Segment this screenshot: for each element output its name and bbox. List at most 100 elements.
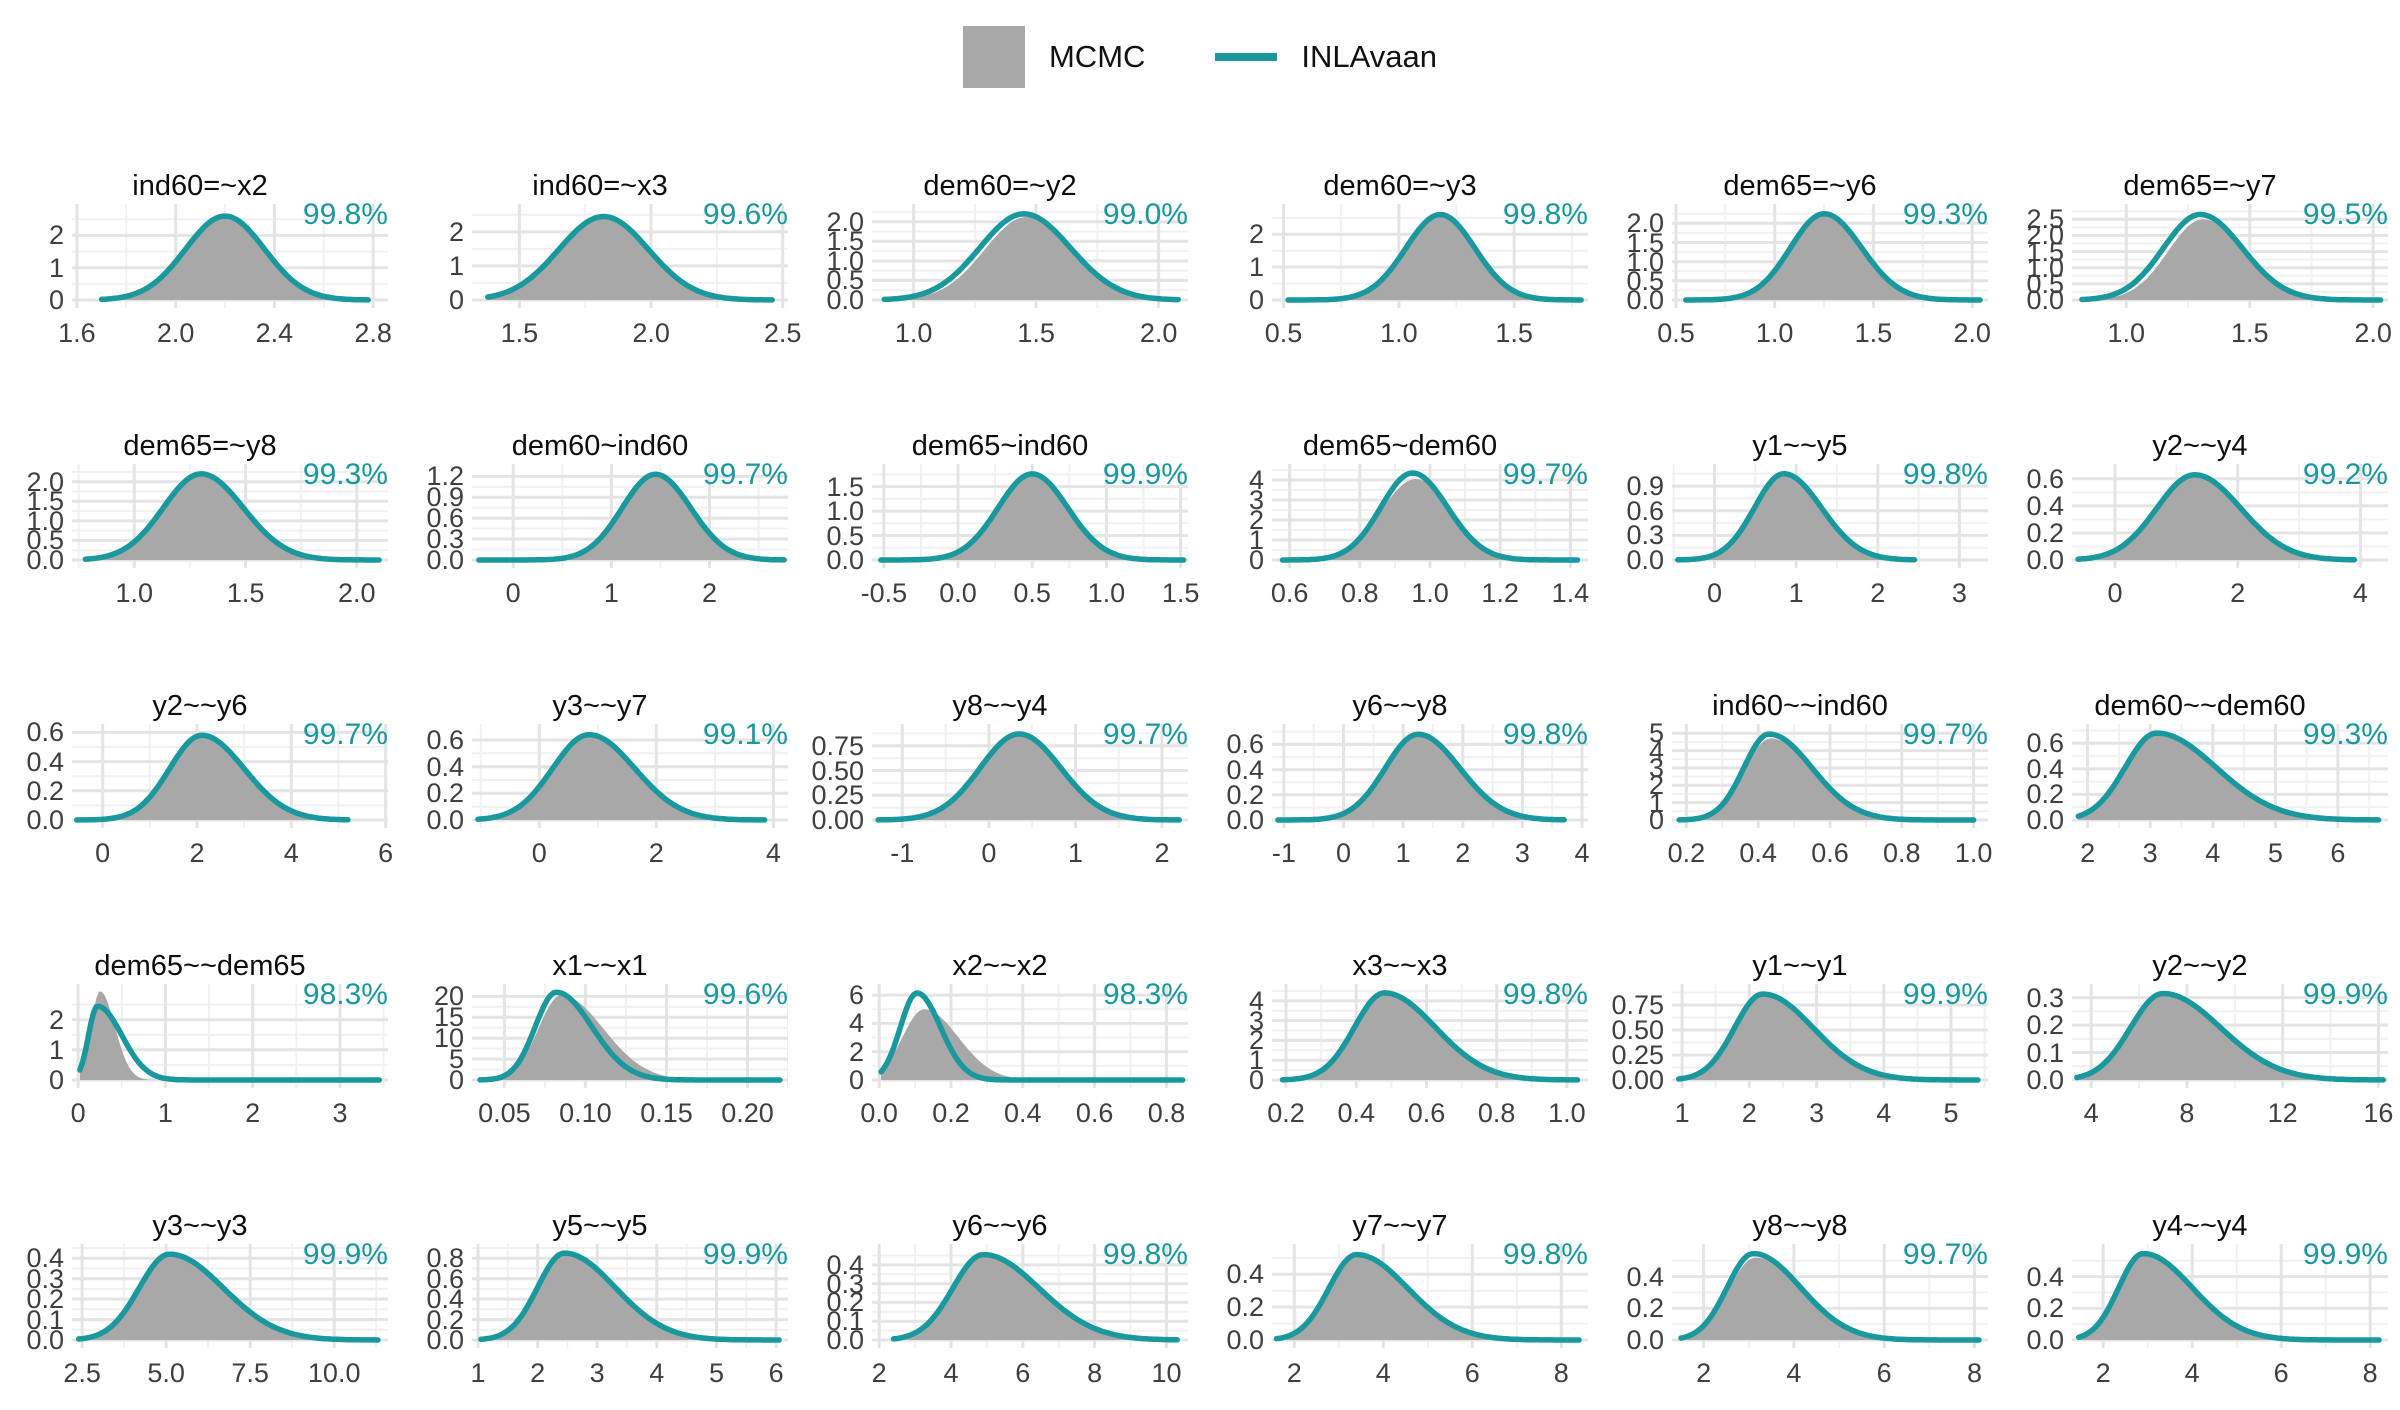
x-tick-label: 1.0 xyxy=(2107,318,2146,348)
inlavaan-density-line xyxy=(475,731,768,823)
overlap-percentage: 99.7% xyxy=(1902,1238,1988,1271)
y-tick-label: 0 xyxy=(48,285,64,315)
y-tick-label: 1.0 xyxy=(26,505,64,536)
x-tick-label: 0.5 xyxy=(1264,318,1303,348)
y-tick-label: 0.9 xyxy=(1626,471,1664,502)
inlavaan-density-line xyxy=(1683,211,1983,303)
y-axis-labels: 0.00 0.25 0.50 0.75 xyxy=(1600,984,1672,1094)
x-tick-label: 0.15 xyxy=(640,1098,693,1128)
y-tick-label: 0.6 xyxy=(1226,729,1264,760)
y-tick-label: 1 xyxy=(1648,787,1664,818)
y-tick-label: 0.2 xyxy=(26,775,64,806)
x-tick-label: 0.8 xyxy=(1341,578,1379,608)
y-tick-label: 0.4 xyxy=(1226,1259,1264,1290)
x-tick-label: 8 xyxy=(1087,1358,1103,1388)
y-tick-label: 10 xyxy=(433,1023,464,1054)
y-tick-label: 6 xyxy=(848,980,864,1011)
y-tick-label: 0.6 xyxy=(426,503,464,534)
panel-plot-row: 0.00 0.25 0.50 0.75 99.7% xyxy=(800,718,1200,834)
mcmc-density-area xyxy=(2078,1253,2380,1340)
density-panel: x2~~x2 0 2 4 6 98.3% 0.0 0.2 0.4 0.6 0.8 xyxy=(800,890,1200,1150)
x-tick-label: 1.2 xyxy=(1481,578,1519,608)
panel-plot-row: 0.0 0.2 0.4 0.6 99.3% xyxy=(2000,718,2400,834)
density-plot xyxy=(72,464,388,568)
legend: MCMC INLAvaan xyxy=(0,0,2400,90)
y-tick-label: 0.2 xyxy=(826,1287,864,1318)
y-tick-label: 0.2 xyxy=(2026,1293,2064,1324)
y-axis-labels: 0.0 0.5 1.0 1.5 2.0 xyxy=(0,464,72,573)
x-tick-label: 0 xyxy=(981,838,997,868)
inlavaan-density-line xyxy=(477,989,783,1083)
x-tick-label: 0.2 xyxy=(932,1098,970,1128)
plot-area: 98.3% xyxy=(72,978,388,1088)
mcmc-density-area xyxy=(480,1253,780,1340)
panel-title: y5~~y5 xyxy=(552,1210,648,1242)
y-tick-label: 1 xyxy=(48,252,64,283)
plot-area: 98.3% xyxy=(872,978,1188,1088)
y-tick-label: 0.6 xyxy=(426,725,464,755)
x-tick-label: 6 xyxy=(378,838,394,868)
density-panel: dem65=~y7 0.0 0.5 1.0 1.5 2.0 2.5 99.5% 1.0 1.5 2.… xyxy=(2000,110,2400,370)
panel-title: dem60=~y3 xyxy=(1323,170,1477,202)
panel-plot-row: 0 1 2 98.3% xyxy=(0,978,400,1094)
x-axis-labels: -1 0 1 2 3 4 xyxy=(1200,838,1600,872)
x-tick-label: 2 xyxy=(1870,578,1886,608)
x-tick-label: 4 xyxy=(1574,838,1590,868)
x-tick-label: 0.2 xyxy=(1267,1098,1305,1128)
y-tick-label: 0.4 xyxy=(426,751,464,782)
x-axis-labels: 2 3 4 5 6 xyxy=(2000,838,2400,872)
density-panel: y8~~y8 0.0 0.2 0.4 99.7% 2 4 6 8 xyxy=(1600,1150,2000,1410)
y-tick-label: 20 xyxy=(433,981,464,1012)
panel-title: dem65~dem60 xyxy=(1302,430,1498,462)
overlap-percentage: 99.8% xyxy=(1502,198,1588,231)
x-axis-labels: 1.0 1.5 2.0 xyxy=(2000,318,2400,352)
panel-title: dem60~~dem60 xyxy=(2094,690,2306,722)
x-tick-label: 4 xyxy=(2205,838,2221,868)
density-plot xyxy=(2072,984,2388,1088)
x-tick-label: 1.5 xyxy=(1161,578,1200,608)
mcmc-density-area xyxy=(1282,479,1578,560)
y-tick-label: 1.0 xyxy=(826,245,864,276)
panel-plot-row: 0.0 0.5 1.0 1.5 2.0 99.0% xyxy=(800,198,1200,314)
y-tick-label: 1.0 xyxy=(1626,246,1664,277)
x-tick-label: 1.5 xyxy=(226,578,265,608)
y-axis-labels: 0.0 0.1 0.2 0.3 0.4 xyxy=(800,1244,872,1353)
x-tick-label: 1 xyxy=(1067,838,1084,868)
density-plot xyxy=(472,1244,788,1348)
x-tick-label: 4 xyxy=(2083,1098,2099,1128)
y-tick-label: 0.6 xyxy=(1626,495,1664,526)
y-tick-label: 4 xyxy=(1248,985,1264,1016)
inlavaan-density-line xyxy=(2079,211,2384,303)
x-axis-labels: 0.05 0.10 0.15 0.20 xyxy=(400,1098,800,1132)
inlavaan-density-line xyxy=(77,1003,383,1083)
x-tick-label: 1.5 xyxy=(500,318,539,348)
y-axis-labels: 0.0 0.2 0.4 0.6 xyxy=(2000,724,2072,834)
x-tick-label: 4 xyxy=(943,1358,959,1388)
plot-area: 99.8% xyxy=(1272,1238,1588,1348)
y-tick-label: 0.0 xyxy=(426,1325,464,1355)
y-axis-labels: 0.0 0.2 0.4 xyxy=(1600,1244,1672,1353)
density-panel: dem65~~dem65 0 1 2 98.3% 0 1 2 3 xyxy=(0,890,400,1150)
y-tick-label: 0.3 xyxy=(826,1268,864,1299)
x-tick-label: 2 xyxy=(1741,1098,1757,1128)
x-tick-label: 8 xyxy=(2362,1358,2378,1388)
y-tick-label: 0.25 xyxy=(1611,1040,1664,1070)
x-tick-label: 0.0 xyxy=(939,578,977,608)
x-tick-label: 3 xyxy=(1809,1098,1825,1128)
mcmc-density-area xyxy=(78,1254,378,1340)
panel-title: dem65=~y8 xyxy=(123,430,277,462)
y-tick-label: 0.1 xyxy=(2026,1037,2064,1068)
overlap-percentage: 99.9% xyxy=(302,1238,388,1271)
x-tick-label: 2.5 xyxy=(63,1358,101,1388)
overlap-percentage: 99.9% xyxy=(2302,978,2388,1011)
x-tick-label: 6 xyxy=(1464,1358,1480,1388)
density-plot xyxy=(1272,1244,1588,1348)
plot-area: 99.8% xyxy=(72,198,388,308)
density-panel: ind60=~x2 0 1 2 99.8% 1.6 2.0 2.4 2.8 xyxy=(0,110,400,370)
inlavaan-density-line xyxy=(1675,991,1981,1083)
density-plot xyxy=(1272,204,1588,308)
x-tick-label: 1.0 xyxy=(1380,318,1418,348)
y-tick-label: 0.0 xyxy=(2026,545,2064,575)
y-tick-label: 0.50 xyxy=(811,755,864,786)
